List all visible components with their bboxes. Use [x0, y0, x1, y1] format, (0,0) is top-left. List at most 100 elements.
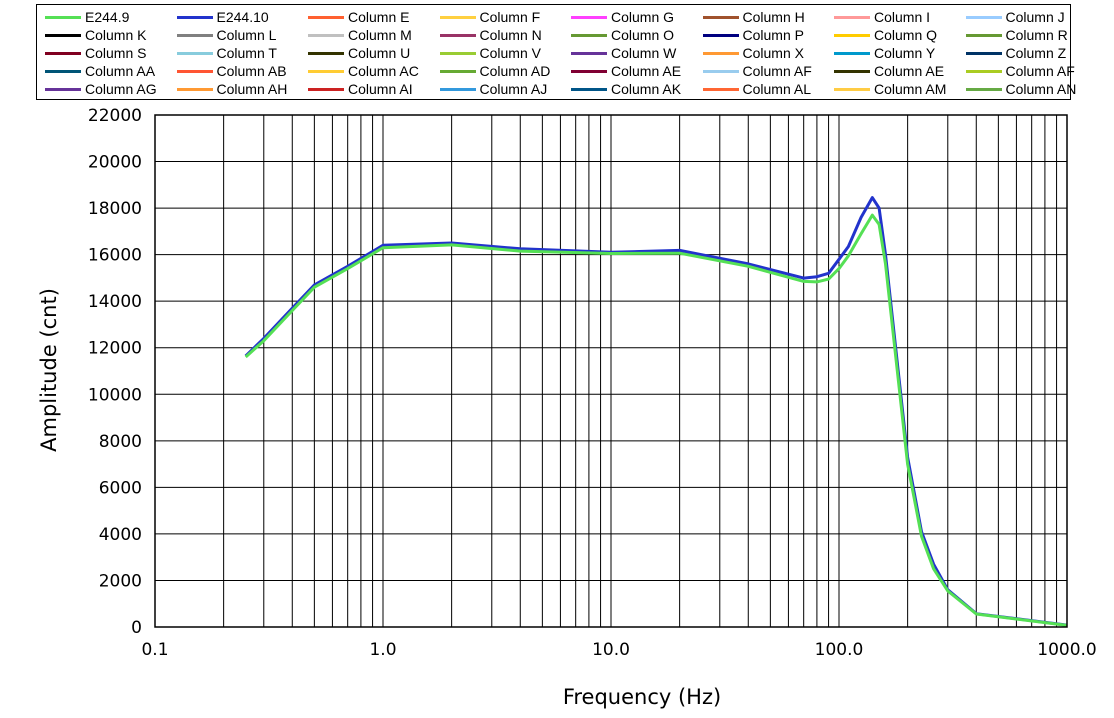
legend-label: E244.10	[216, 9, 269, 25]
legend-swatch	[965, 16, 1002, 19]
legend-swatch	[439, 88, 476, 91]
legend-label: Column G	[611, 9, 675, 25]
legend-swatch	[571, 34, 607, 37]
legend-label: Column U	[348, 45, 411, 61]
legend-label: Column AK	[611, 81, 682, 97]
legend-label: E244.9	[85, 9, 130, 25]
legend-label: Column AH	[216, 81, 288, 97]
y-tick-label: 14000	[88, 292, 142, 312]
x-tick-label: 1.0	[369, 640, 396, 660]
x-axis-title: Frequency (Hz)	[563, 685, 721, 709]
x-tick-label: 1000.0	[1037, 640, 1096, 660]
y-tick-labels: 0 2000 4000 6000 8000 10000 12000 14000 16000 180…	[88, 106, 142, 638]
grid-lines	[155, 115, 1067, 627]
legend-label: Column AG	[85, 81, 157, 97]
legend-label: Column AD	[479, 63, 551, 79]
legend-swatch	[834, 88, 870, 91]
legend-label: Column AL	[742, 81, 811, 97]
legend-swatch	[834, 70, 870, 73]
legend-swatch	[965, 88, 1002, 91]
x-tick-labels: 0.1 1.0 10.0 100.0 1000.0	[141, 640, 1096, 660]
x-tick-label: 10.0	[592, 640, 630, 660]
legend-label: Column Z	[1005, 45, 1067, 61]
legend-label: Column I	[874, 9, 931, 25]
y-tick-label: 10000	[88, 385, 142, 405]
legend-label: Column V	[479, 45, 541, 61]
legend-swatch	[45, 70, 81, 73]
y-tick-label: 16000	[88, 246, 142, 266]
plot-frame	[154, 114, 1068, 628]
y-tick-label: 18000	[88, 199, 142, 219]
legend-swatch	[308, 70, 344, 73]
series-line-e244-9	[244, 213, 1068, 627]
legend-swatch	[308, 16, 344, 19]
legend: E244.9 E244.10 Column E Column F Column G Col…	[36, 4, 1076, 100]
legend-swatch	[439, 70, 476, 73]
y-tick-label: 4000	[99, 525, 142, 545]
legend-label: Column X	[742, 45, 804, 61]
x-tick-label: 0.1	[141, 640, 168, 660]
legend-label: Column AI	[348, 81, 413, 97]
legend-label: Column AC	[348, 63, 419, 79]
legend-label: Column W	[611, 45, 677, 61]
legend-swatch	[439, 52, 476, 55]
legend-swatch	[308, 34, 344, 37]
y-tick-label: 0	[131, 618, 142, 638]
legend-label: Column AM	[874, 81, 947, 97]
y-axis-title: Amplitude (cnt)	[37, 288, 61, 452]
legend-swatch	[176, 34, 213, 37]
legend-swatch	[834, 16, 870, 19]
legend-swatch	[439, 34, 476, 37]
legend-label: Column AF	[1005, 63, 1075, 79]
legend-label: Column Q	[874, 27, 938, 43]
legend-label: Column H	[742, 9, 805, 25]
legend-label: Column S	[85, 45, 147, 61]
legend-swatch	[439, 16, 476, 19]
legend-swatch	[45, 16, 81, 19]
legend-label: Column AE	[874, 63, 945, 79]
legend-swatch	[571, 70, 607, 73]
legend-label: Column AB	[216, 63, 287, 79]
legend-swatch	[176, 52, 213, 55]
y-tick-label: 8000	[99, 432, 142, 452]
legend-label: Column AA	[85, 63, 156, 79]
legend-swatch	[702, 16, 739, 19]
legend-swatch	[45, 52, 81, 55]
legend-label: Column P	[742, 27, 804, 43]
legend-label: Column AF	[742, 63, 812, 79]
legend-swatch	[702, 34, 739, 37]
legend-swatch	[965, 70, 1002, 73]
y-tick-label: 20000	[88, 153, 142, 173]
legend-label: Column AJ	[479, 81, 548, 97]
legend-swatch	[702, 88, 739, 91]
legend-swatch	[965, 52, 1002, 55]
legend-swatch	[308, 52, 344, 55]
legend-swatch	[176, 16, 213, 19]
series-lines	[244, 196, 1068, 627]
legend-label: Column T	[216, 45, 277, 61]
legend-label: Column R	[1005, 27, 1068, 43]
legend-label: Column Y	[874, 45, 936, 61]
legend-swatch	[45, 34, 81, 37]
legend-label: Column F	[479, 9, 541, 25]
series-line-e244-10	[244, 196, 1068, 627]
legend-swatch	[571, 16, 607, 19]
legend-label: Column AN	[1005, 81, 1077, 97]
legend-swatch	[702, 70, 739, 73]
legend-label: Column E	[348, 9, 410, 25]
legend-label: Column AE	[611, 63, 682, 79]
legend-label: Column N	[479, 27, 542, 43]
y-tick-label: 6000	[99, 478, 142, 498]
y-tick-label: 2000	[99, 571, 142, 591]
legend-swatch	[308, 88, 344, 91]
legend-label: Column J	[1005, 9, 1065, 25]
legend-label: Column M	[348, 27, 412, 43]
legend-swatch	[571, 52, 607, 55]
legend-label: Column K	[85, 27, 147, 43]
legend-swatch	[834, 52, 870, 55]
legend-swatch	[176, 88, 213, 91]
y-tick-label: 22000	[88, 106, 142, 126]
legend-swatch	[834, 34, 870, 37]
legend-label: Column L	[216, 27, 277, 43]
